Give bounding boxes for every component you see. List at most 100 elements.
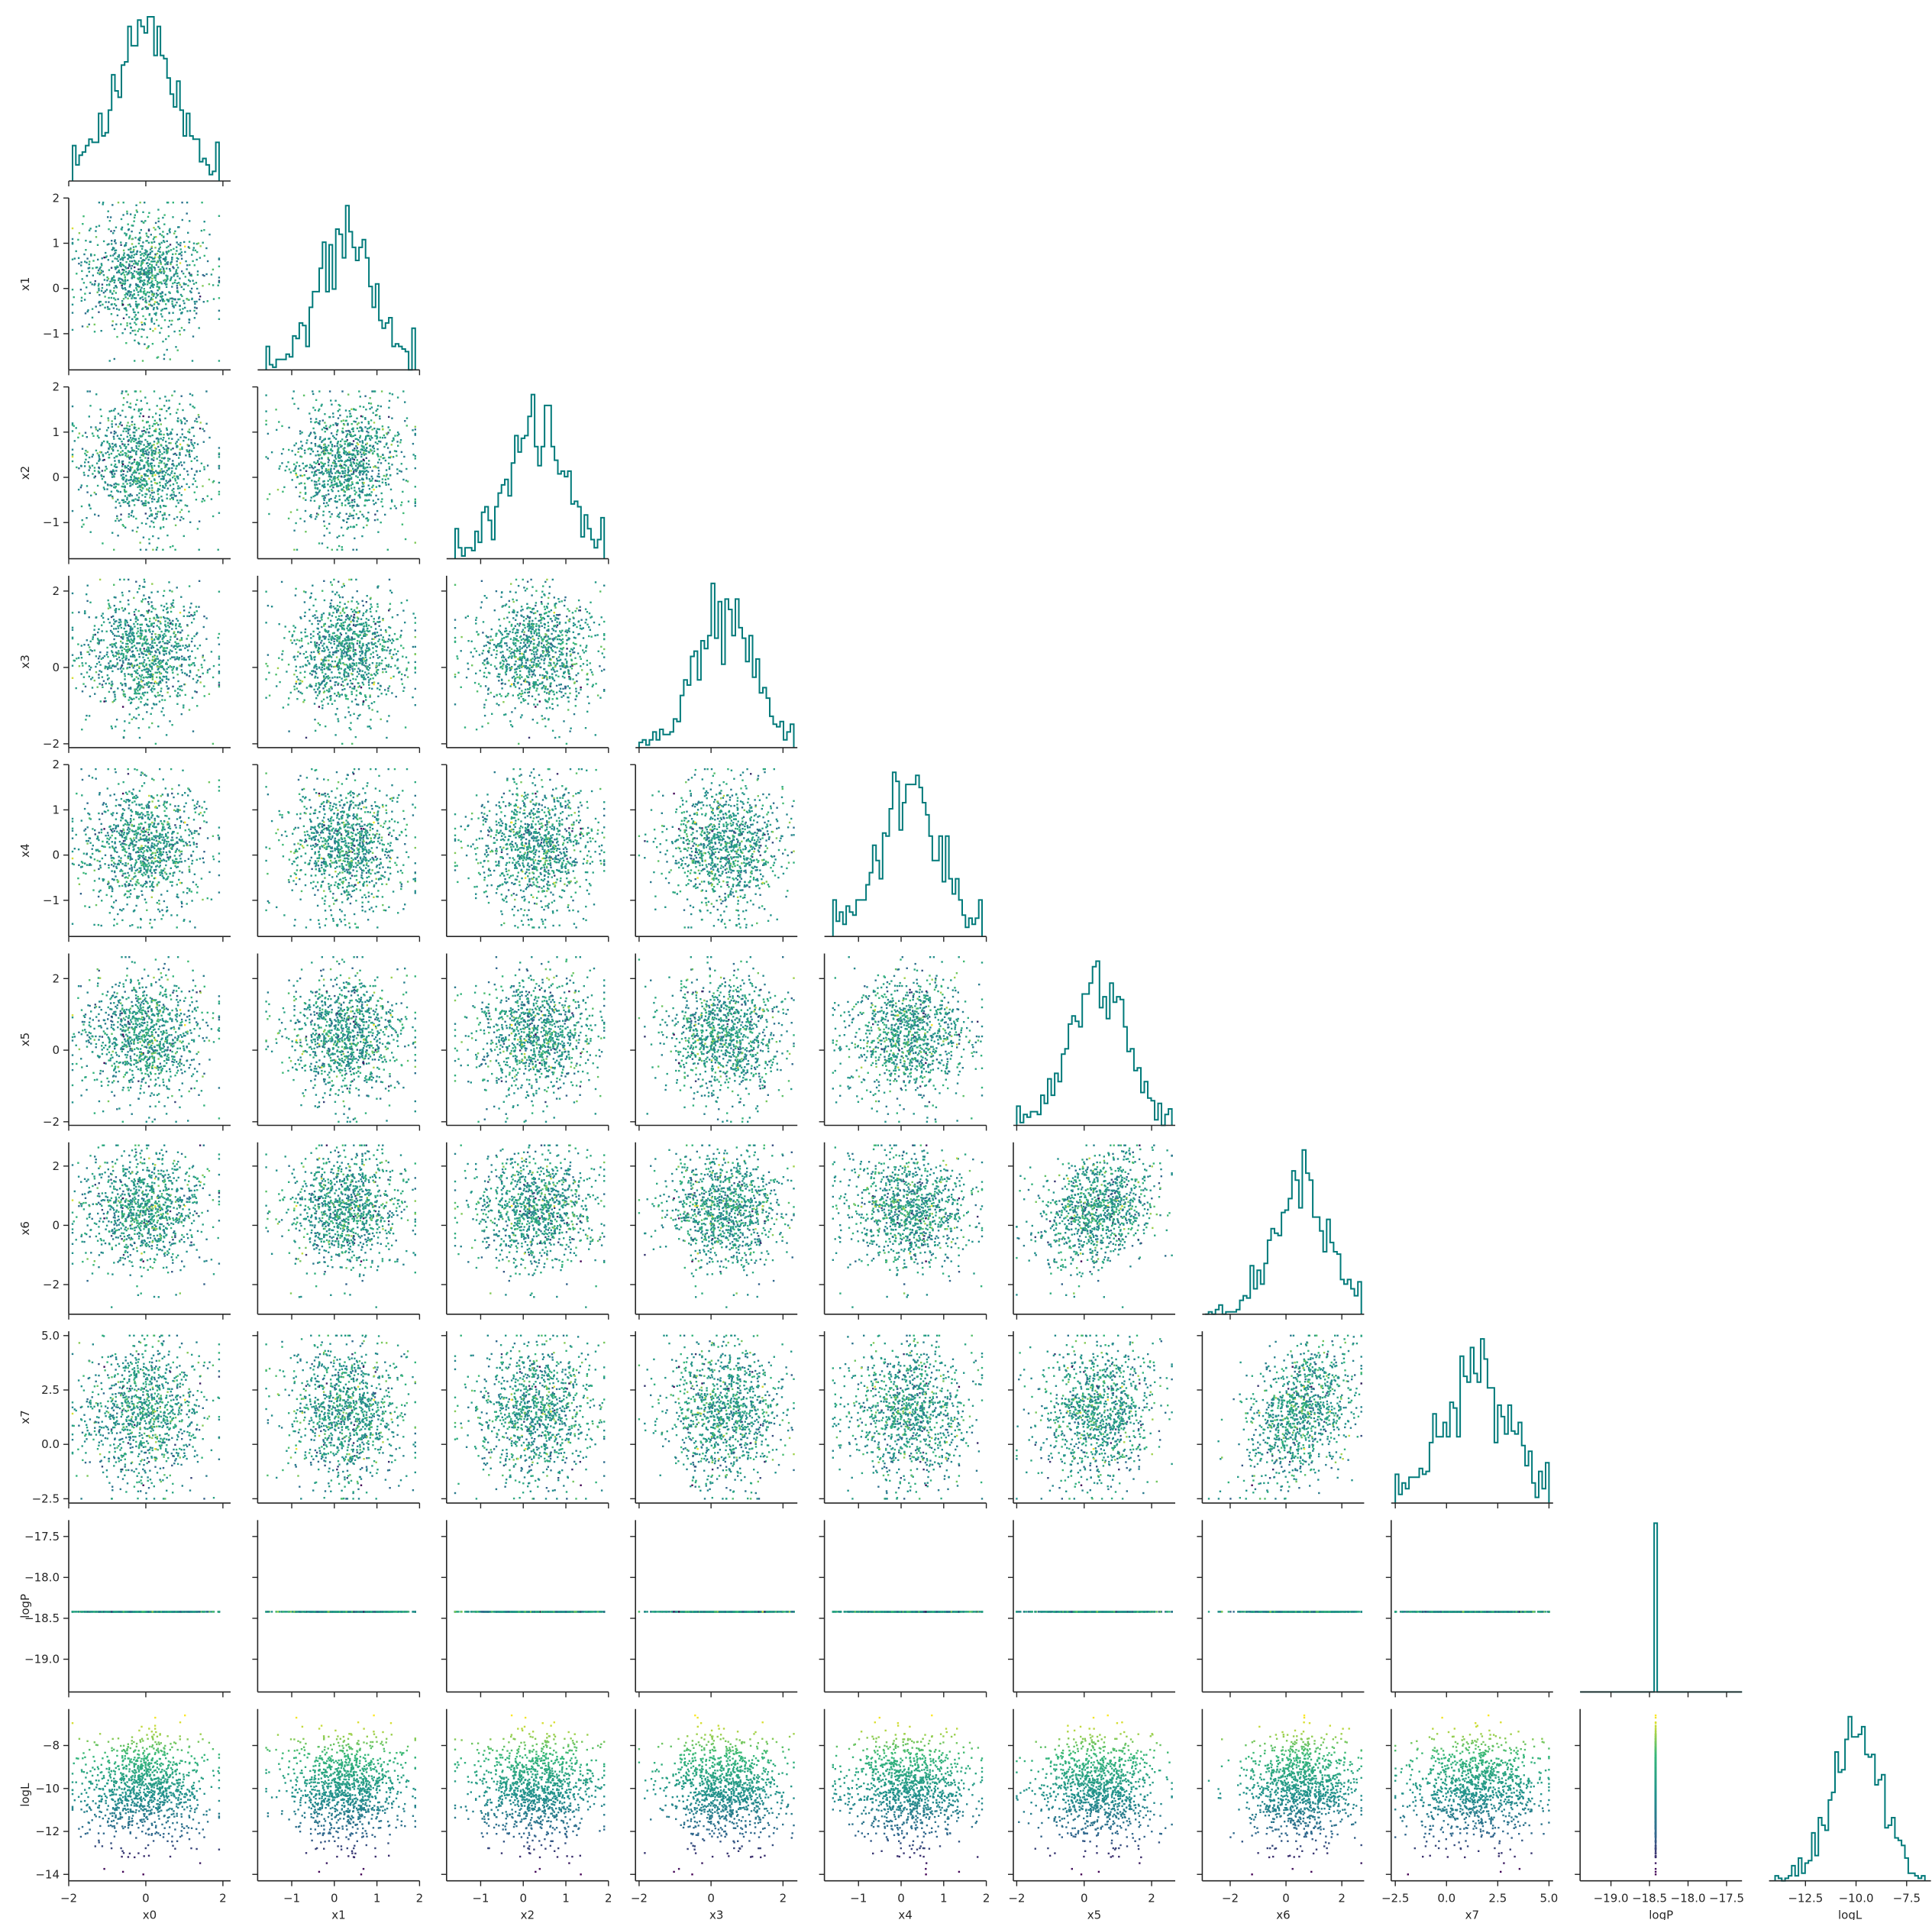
point <box>98 285 99 286</box>
point <box>131 327 132 328</box>
point <box>89 457 90 458</box>
point <box>147 257 148 258</box>
point <box>140 265 141 267</box>
point <box>193 435 195 437</box>
point <box>153 465 155 467</box>
point <box>135 324 137 325</box>
point <box>141 280 143 282</box>
point <box>191 450 192 451</box>
point <box>128 265 130 267</box>
point <box>195 301 197 302</box>
point <box>187 299 189 300</box>
point <box>157 302 158 303</box>
point <box>171 259 173 260</box>
point <box>189 310 191 312</box>
point <box>181 448 183 450</box>
point <box>144 324 146 325</box>
point <box>92 308 93 309</box>
point <box>122 214 124 215</box>
point <box>133 246 134 247</box>
point <box>199 299 200 300</box>
point <box>189 428 190 430</box>
point <box>151 285 153 286</box>
point <box>85 249 86 251</box>
point <box>201 230 202 231</box>
point <box>154 269 156 270</box>
point <box>167 261 169 263</box>
point <box>183 461 185 463</box>
point <box>134 297 135 299</box>
point <box>149 254 150 255</box>
point <box>102 442 103 444</box>
point <box>149 428 150 429</box>
point <box>137 499 138 501</box>
point <box>147 283 148 285</box>
point <box>99 294 100 296</box>
point <box>157 266 159 267</box>
point <box>131 238 133 240</box>
point <box>98 437 99 438</box>
point <box>121 227 123 228</box>
point <box>176 250 177 251</box>
point <box>134 270 135 272</box>
point <box>168 335 170 337</box>
point <box>150 319 152 321</box>
point <box>111 267 112 269</box>
point <box>72 228 73 229</box>
point <box>160 261 161 263</box>
point <box>162 309 163 310</box>
point <box>157 538 159 539</box>
point <box>128 229 129 231</box>
point <box>150 520 152 522</box>
point <box>164 260 166 262</box>
point <box>128 273 129 274</box>
point <box>138 343 140 344</box>
point <box>153 307 154 309</box>
point <box>115 324 117 325</box>
point <box>122 483 124 484</box>
point <box>140 276 141 278</box>
point <box>97 272 99 273</box>
point <box>84 293 86 294</box>
point <box>137 273 138 274</box>
point <box>139 415 141 417</box>
point <box>137 291 139 293</box>
point <box>108 301 109 302</box>
point <box>83 282 85 283</box>
point <box>138 438 140 439</box>
point <box>110 432 111 433</box>
point <box>144 249 146 251</box>
point <box>86 485 88 486</box>
point <box>139 281 141 283</box>
point <box>130 213 131 215</box>
point <box>133 251 134 252</box>
point <box>218 493 220 495</box>
point <box>155 222 157 224</box>
point <box>112 497 114 499</box>
point <box>144 252 145 254</box>
point <box>149 263 150 265</box>
point <box>147 457 149 459</box>
point <box>155 277 157 279</box>
point <box>195 250 196 251</box>
point <box>105 452 106 454</box>
point <box>157 308 158 309</box>
point <box>131 260 133 262</box>
point <box>124 495 126 496</box>
point <box>140 390 141 392</box>
point <box>183 283 185 284</box>
point <box>166 247 167 248</box>
point <box>89 271 90 273</box>
point <box>154 254 156 255</box>
point <box>154 247 156 248</box>
point <box>137 269 139 270</box>
y-axis-label: x1 <box>18 277 32 291</box>
point <box>128 263 130 265</box>
point <box>191 254 192 255</box>
point <box>125 271 127 273</box>
point <box>117 535 118 536</box>
point <box>124 274 125 276</box>
point <box>145 299 147 301</box>
point <box>166 480 167 481</box>
point <box>218 215 220 217</box>
